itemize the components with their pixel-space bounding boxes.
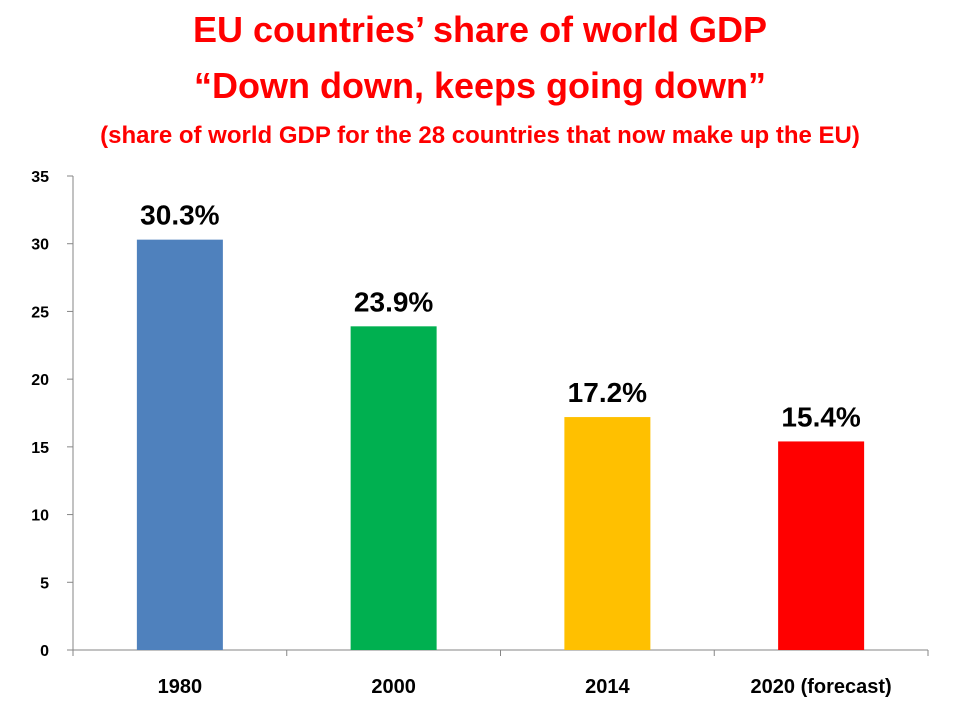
y-tick-label: 25 bbox=[31, 304, 49, 321]
chart-data-labels: 30.3% 23.9% 17.2% 15.4% bbox=[140, 200, 861, 433]
bar bbox=[350, 326, 437, 650]
y-tick-label: 5 bbox=[40, 575, 49, 592]
y-tick-label: 10 bbox=[31, 508, 49, 525]
chart-subtitle: (share of world GDP for the 28 countries… bbox=[100, 122, 860, 149]
y-tick-label: 30 bbox=[31, 237, 49, 254]
chart-title-line2: “Down down, keeps going down” bbox=[194, 65, 766, 106]
bar bbox=[564, 417, 651, 650]
chart-bars bbox=[136, 239, 865, 650]
y-tick-label: 0 bbox=[40, 643, 49, 660]
data-label: 23.9% bbox=[354, 286, 433, 317]
x-tick-label: 2020 (forecast) bbox=[751, 676, 892, 698]
bar bbox=[778, 441, 865, 650]
data-label: 30.3% bbox=[140, 200, 219, 231]
x-tick-label: 1980 bbox=[158, 676, 203, 698]
data-label: 17.2% bbox=[568, 377, 647, 408]
y-tick-label: 20 bbox=[31, 372, 49, 389]
x-tick-label: 2014 bbox=[585, 676, 630, 698]
chart-title: EU countries’ share of world GDP bbox=[192, 9, 768, 50]
bar bbox=[136, 239, 223, 650]
data-label: 15.4% bbox=[781, 401, 860, 432]
y-tick-label: 35 bbox=[31, 169, 49, 186]
x-tick-label: 2000 bbox=[371, 676, 416, 698]
y-tick-label: 15 bbox=[31, 440, 49, 457]
